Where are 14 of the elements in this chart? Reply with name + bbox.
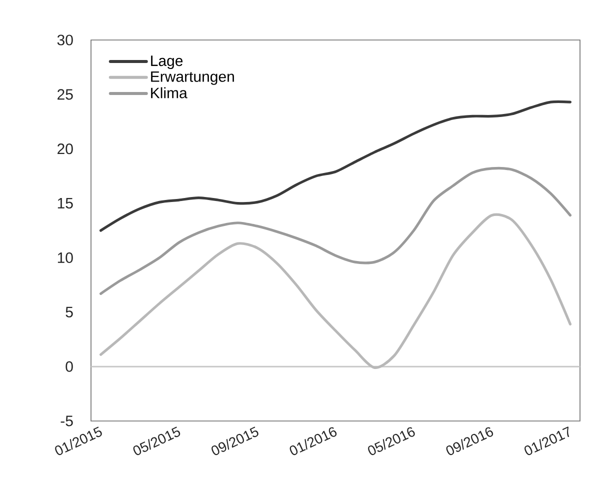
legend-label: Lage — [151, 56, 183, 70]
y-tick-label: 0 — [66, 361, 73, 372]
line-series — [99, 100, 572, 232]
y-tick-label: 30 — [57, 34, 73, 46]
line-series — [99, 166, 572, 295]
y-tick-label: 25 — [58, 89, 73, 100]
y-tick-label: 10 — [58, 252, 73, 264]
y-tick-label: 15 — [58, 198, 73, 209]
legend-label: Erwartungen — [151, 71, 234, 85]
legend-label: Klima — [151, 87, 188, 98]
y-tick-label: 5 — [66, 306, 73, 318]
y-tick-label: -5 — [60, 416, 73, 426]
y-tick-label: 20 — [58, 144, 73, 154]
line-series — [99, 214, 572, 369]
